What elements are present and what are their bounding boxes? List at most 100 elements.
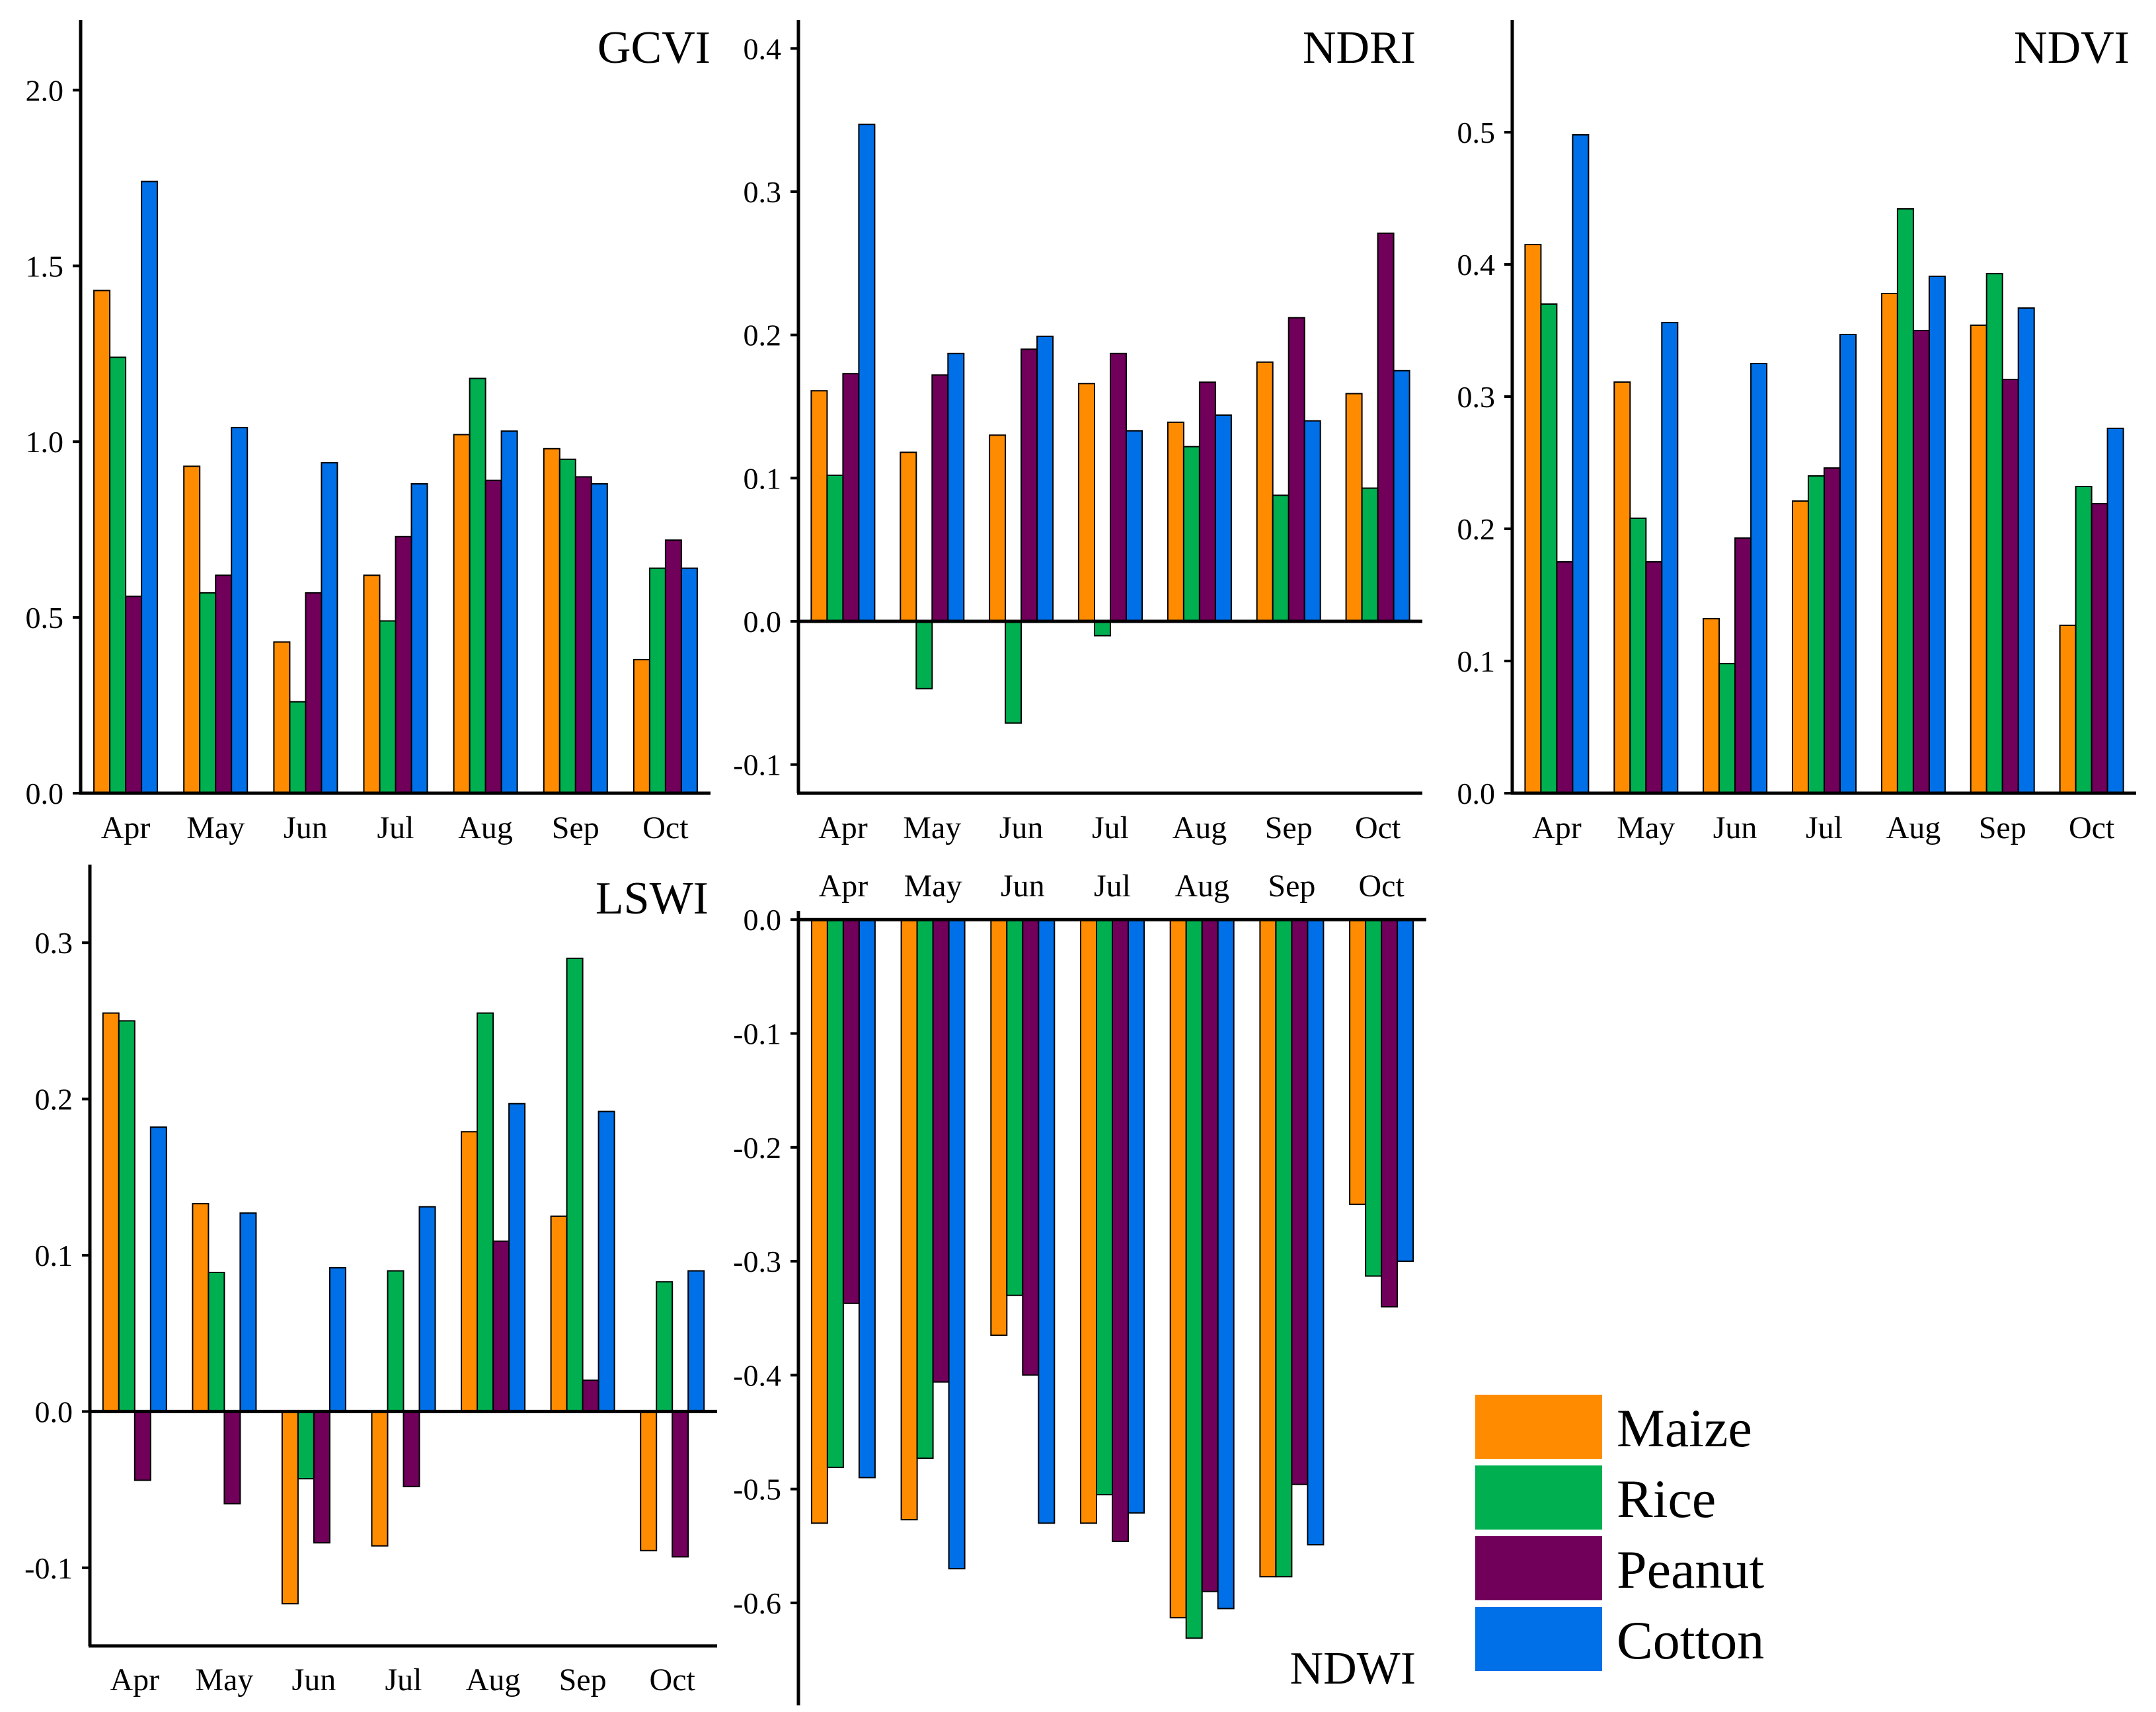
lswi-bar-peanut-jun xyxy=(313,1411,330,1543)
gcvi-bar-maize-sep xyxy=(543,447,560,794)
ndvi-category-label: Aug xyxy=(1886,810,1941,845)
gcvi-y-tick-label: 2.0 xyxy=(26,73,64,107)
ndvi-bar-rice-oct xyxy=(2075,486,2093,794)
ndwi-bar-rice-sep xyxy=(1275,919,1293,1578)
ndri-bar-peanut-oct xyxy=(1377,232,1395,622)
lswi-bar-maize-jun xyxy=(281,1411,299,1605)
ndvi-bar-maize-jun xyxy=(1703,618,1720,794)
lswi-y-tick-label: 0.2 xyxy=(35,1083,73,1116)
gcvi-bar-cotton-oct xyxy=(680,567,698,794)
gcvi-category-label: Jul xyxy=(377,810,414,845)
gcvi-category-label: Apr xyxy=(101,810,151,845)
gcvi-category-label: Aug xyxy=(458,810,513,845)
lswi-bar-peanut-aug xyxy=(492,1240,510,1413)
legend-label-maize: Maize xyxy=(1617,1398,1752,1458)
gcvi-bar-cotton-jul xyxy=(410,483,428,794)
gcvi-bar-peanut-sep xyxy=(574,476,592,795)
gcvi-category-label: Jun xyxy=(284,810,328,845)
ndwi-bar-rice-apr xyxy=(826,919,844,1468)
lswi-category-label: Jul xyxy=(385,1662,422,1697)
ndri-bar-rice-aug xyxy=(1182,446,1200,622)
lswi-y-tick-label: 0.3 xyxy=(35,926,73,960)
ndri-bar-rice-apr xyxy=(826,475,844,622)
legend-label-cotton: Cotton xyxy=(1617,1610,1764,1670)
ndvi-bar-cotton-jul xyxy=(1839,334,1857,794)
ndwi-category-label: May xyxy=(904,869,962,904)
lswi-bar-maize-aug xyxy=(461,1131,479,1413)
ndwi-bar-cotton-jun xyxy=(1038,919,1056,1524)
ndri-bar-maize-jun xyxy=(989,434,1007,622)
lswi-category-label: Sep xyxy=(559,1662,607,1697)
ndwi-bar-maize-sep xyxy=(1259,919,1277,1578)
ndvi-bar-cotton-aug xyxy=(1928,276,1946,794)
ndvi-bar-peanut-apr xyxy=(1556,561,1574,794)
ndvi-bar-maize-sep xyxy=(1970,325,1987,794)
ndri-y-tick-label: 0.0 xyxy=(744,605,782,639)
ndwi-y-tick-label: -0.2 xyxy=(733,1131,781,1165)
ndwi-bar-maize-jul xyxy=(1080,919,1097,1524)
ndwi-bar-peanut-aug xyxy=(1201,919,1219,1592)
lswi-title: LSWI xyxy=(596,873,709,924)
legend: Maize Rice Peanut Cotton xyxy=(1475,1395,1764,1671)
lswi-category-label: May xyxy=(195,1662,253,1697)
lswi-bar-cotton-apr xyxy=(149,1126,167,1413)
gcvi-bar-cotton-sep xyxy=(590,483,608,794)
ndwi-bar-rice-jul xyxy=(1096,919,1113,1496)
ndri-y-tick-label: 0.3 xyxy=(744,175,782,209)
ndvi-bar-cotton-may xyxy=(1661,322,1679,794)
ndri-bar-maize-may xyxy=(900,451,917,622)
legend-swatch-peanut xyxy=(1475,1536,1602,1600)
lswi-category-label: Oct xyxy=(650,1662,696,1697)
ndri-bar-maize-oct xyxy=(1345,393,1363,622)
ndwi-bar-cotton-jul xyxy=(1128,919,1145,1514)
ndwi-chart: NDWI Apr May Jun Jul Aug Sep Oct 0.0 -0.1 -0.2 -0.… xyxy=(733,869,1426,1705)
ndri-category-label: Apr xyxy=(818,810,868,845)
ndri-y-tick-label: 0.4 xyxy=(744,32,782,65)
ndwi-bar-cotton-oct xyxy=(1397,919,1414,1263)
ndvi-category-label: Jun xyxy=(1713,810,1757,845)
ndri-bar-cotton-aug xyxy=(1214,414,1232,622)
ndri-bar-cotton-jul xyxy=(1126,430,1143,622)
gcvi-bar-maize-jun xyxy=(273,641,291,794)
ndvi-category-label: Sep xyxy=(1979,810,2026,845)
lswi-chart: LSWI Apr May Jun Jul Aug Sep Oct -0.1 0.0 0.1 0.2 0… xyxy=(24,865,717,1697)
gcvi-bar-cotton-apr xyxy=(141,180,159,795)
ndri-bar-peanut-aug xyxy=(1198,381,1216,622)
gcvi-bar-rice-sep xyxy=(558,458,576,794)
gcvi-bar-peanut-aug xyxy=(484,479,502,794)
ndvi-bar-maize-may xyxy=(1613,381,1631,794)
ndri-bar-peanut-apr xyxy=(842,373,860,622)
ndwi-bar-maize-aug xyxy=(1169,919,1187,1619)
ndvi-bar-maize-oct xyxy=(2059,625,2077,794)
lswi-bar-rice-aug xyxy=(477,1012,494,1413)
ndri-y-tick-label: -0.1 xyxy=(733,748,781,782)
ndwi-bar-rice-may xyxy=(916,919,934,1459)
gcvi-bar-maize-apr xyxy=(93,290,111,794)
lswi-bar-cotton-oct xyxy=(687,1270,705,1413)
ndri-bar-cotton-sep xyxy=(1303,420,1321,622)
gcvi-bar-peanut-may xyxy=(215,574,233,794)
ndri-category-label: Aug xyxy=(1173,810,1227,845)
gcvi-bar-maize-oct xyxy=(633,658,650,795)
ndvi-bar-rice-jul xyxy=(1808,475,1825,794)
gcvi-bar-cotton-aug xyxy=(500,430,518,794)
ndwi-title: NDWI xyxy=(1290,1643,1416,1694)
ndwi-bar-peanut-may xyxy=(932,919,950,1383)
lswi-bar-peanut-oct xyxy=(672,1411,689,1558)
ndvi-bar-peanut-may xyxy=(1645,561,1663,794)
ndwi-bar-maize-apr xyxy=(810,919,828,1524)
ndvi-y-tick-label: 0.5 xyxy=(1457,116,1496,149)
ndwi-category-label: Jul xyxy=(1094,869,1131,904)
gcvi-bar-cotton-may xyxy=(231,426,249,794)
ndwi-bar-maize-may xyxy=(900,919,918,1521)
ndvi-bar-rice-aug xyxy=(1896,208,1914,794)
ndri-bar-cotton-oct xyxy=(1393,370,1410,622)
ndri-bar-peanut-may xyxy=(931,374,949,622)
ndwi-category-label: Sep xyxy=(1268,869,1315,904)
gcvi-bar-maize-may xyxy=(183,465,201,795)
ndwi-bar-cotton-apr xyxy=(858,919,876,1479)
lswi-bar-rice-oct xyxy=(656,1281,674,1413)
ndri-y-tick-label: 0.1 xyxy=(744,461,782,495)
gcvi-y-tick-label: 1.0 xyxy=(26,425,64,459)
legend-label-rice: Rice xyxy=(1617,1469,1716,1529)
